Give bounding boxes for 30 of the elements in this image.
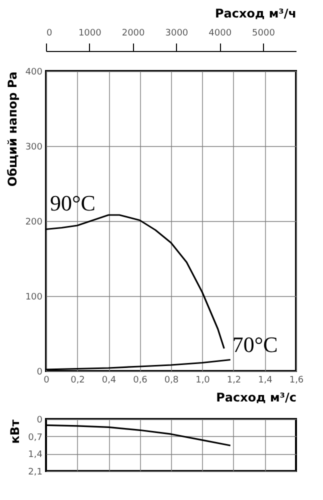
y-tick-label: 0,7 [28,432,42,443]
x-tick-label: 0,8 [164,376,179,386]
x-tick-label: 0,4 [102,376,116,386]
series-label: 70°C [232,332,278,357]
x-axis-title: Расход м³/с [216,390,296,404]
y-tick-label: 200 [25,218,43,228]
x2-tick-label: 5000 [252,28,276,38]
x2-axis-title: Расход м³/ч [214,6,296,20]
x-tick-label: 1,6 [289,376,304,386]
y-tick-label: 0 [36,416,43,426]
y-tick-label: 2,1 [28,468,42,478]
y-axis-title: Общий напор Pa [5,72,20,187]
y-tick-label: 0 [36,368,43,378]
x-tick-label: 1,4 [258,376,273,386]
x-tick-label: 1,2 [226,376,242,386]
y-axis-title: кВт [8,419,22,444]
series-label: 90°C [50,190,96,216]
x-tick-label: 1,0 [196,376,210,386]
x2-tick-label: 0 [46,28,52,38]
x-tick-label: 0,2 [70,376,85,386]
y-tick-label: 400 [25,68,43,78]
y-tick-label: 1,4 [28,450,43,460]
x2-tick-label: 1000 [78,28,102,38]
x2-tick-label: 3000 [165,28,188,38]
x-tick-label: 0 [44,376,50,386]
x-tick-label: 0,6 [133,376,148,386]
x2-tick-label: 2000 [122,28,146,38]
y-tick-label: 300 [25,142,43,152]
x2-tick-label: 4000 [208,28,232,38]
y-tick-label: 100 [25,292,43,302]
